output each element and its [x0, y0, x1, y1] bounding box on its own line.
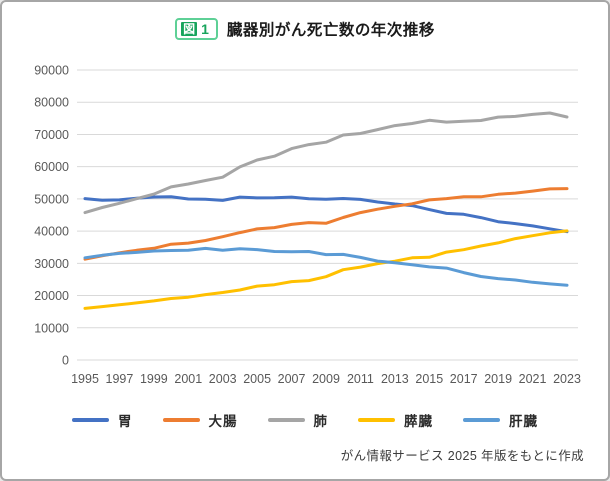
- line-chart: 0 10000 20000 30000 40000 50000 60000 70000 8000…: [34, 64, 581, 387]
- figure-badge-number: 1: [201, 21, 209, 37]
- y-axis-tick-label: 70000: [34, 128, 69, 142]
- legend-label: 大腸: [208, 414, 238, 429]
- x-axis-tick-label: 2017: [450, 372, 478, 386]
- x-axis-tick-label: 1999: [140, 372, 168, 386]
- legend-item-胃: 胃: [72, 410, 133, 430]
- y-axis-tick-label: 10000: [34, 321, 69, 335]
- chart-legend: 胃 大腸 肺 膵臓 肝臓: [2, 410, 608, 430]
- source-note: がん情報サービス 2025 年版をもとに作成: [340, 449, 584, 463]
- legend-swatch-icon: [267, 417, 305, 423]
- y-axis-tick-label: 20000: [34, 289, 69, 303]
- x-axis-tick-label: 2021: [519, 372, 547, 386]
- y-axis-tick-label: 40000: [34, 225, 69, 239]
- x-axis-tick-label: 2009: [312, 372, 340, 386]
- legend-item-大腸: 大腸: [162, 410, 238, 430]
- x-axis-tick-label: 2019: [484, 372, 512, 386]
- legend-swatch-icon: [463, 417, 500, 423]
- x-axis-tick-label: 1995: [71, 372, 99, 386]
- x-axis-tick-label: 2007: [278, 372, 306, 386]
- legend-label: 肝臓: [509, 414, 538, 429]
- series-line-大腸: [83, 187, 569, 261]
- series-line-肝臓: [83, 246, 569, 287]
- series-line-胃: [83, 195, 569, 234]
- legend-label: 胃: [118, 414, 133, 429]
- x-axis-tick-label: 2001: [174, 372, 202, 386]
- x-axis-tick-label: 2013: [381, 372, 409, 386]
- x-axis-tick-label: 2023: [553, 372, 581, 386]
- series-line-肺: [83, 111, 569, 215]
- legend-item-膵臓: 膵臓: [358, 410, 433, 430]
- y-axis-tick-label: 0: [62, 354, 69, 368]
- chart-title: 臓器別がん死亡数の年次推移: [226, 22, 435, 39]
- x-axis-tick-label: 2011: [347, 372, 374, 386]
- x-axis-tick-label: 2015: [415, 372, 443, 386]
- y-axis-tick-label: 60000: [34, 160, 69, 174]
- figure-badge-icon: 図: [181, 22, 198, 36]
- y-axis-tick-label: 80000: [34, 96, 69, 110]
- y-axis-tick-label: 90000: [34, 64, 69, 78]
- figure-badge: 図 1: [175, 18, 218, 40]
- y-axis-tick-label: 50000: [34, 192, 69, 206]
- y-axis-tick-label: 30000: [34, 257, 69, 271]
- legend-item-肝臓: 肝臓: [463, 410, 538, 430]
- chart-header: 図 1 臓器別がん死亡数の年次推移: [2, 18, 608, 40]
- legend-item-肺: 肺: [267, 410, 329, 430]
- legend-label: 肺: [313, 414, 328, 429]
- legend-swatch-icon: [162, 417, 200, 423]
- legend-label: 膵臓: [404, 414, 433, 429]
- series-line-膵臓: [83, 229, 569, 310]
- x-axis-tick-label: 2003: [209, 372, 237, 386]
- x-axis-tick-label: 1997: [106, 372, 134, 386]
- x-axis-tick-label: 2005: [243, 372, 271, 386]
- legend-swatch-icon: [72, 417, 109, 423]
- legend-swatch-icon: [358, 417, 395, 423]
